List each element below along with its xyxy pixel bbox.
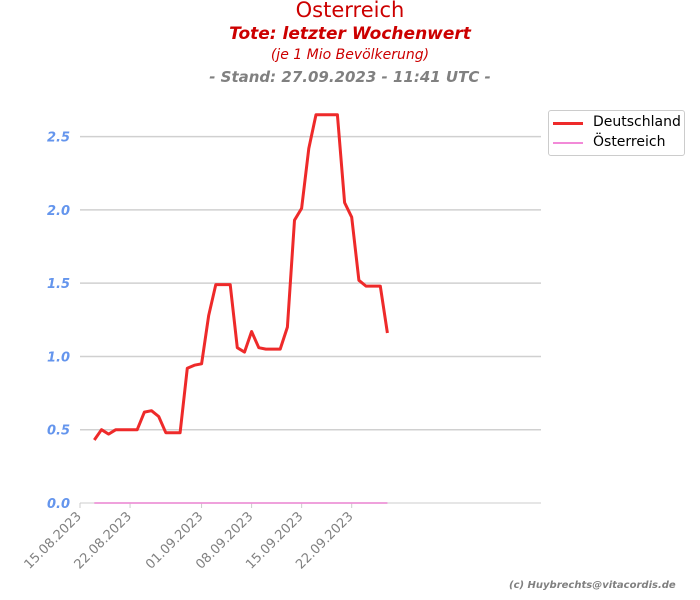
chart-subtitle-2: (je 1 Mio Bevölkerung) [270,47,430,63]
y-tick-label-4: 2.0 [47,204,70,219]
legend-label-deutschland: Deutschland [593,114,681,130]
legend-swatch-oesterreich [553,142,583,144]
credit-text: (c) Huybrechts@vitacordis.de [509,580,676,591]
y-tick-label-5: 2.5 [47,131,70,146]
y-tick-label-2: 1.0 [47,350,70,365]
legend-swatch-deutschland [553,122,583,125]
y-tick-label-3: 1.5 [47,277,70,292]
y-tick-label-0: 0.0 [47,497,70,512]
legend-label-oesterreich: Österreich [593,134,666,150]
chart-subtitle: Tote: letzter Wochenwert [229,24,471,44]
series-line-deutschland [93,113,389,441]
chart-timestamp: - Stand: 27.09.2023 - 11:41 UTC - [209,68,491,86]
y-tick-label-1: 0.5 [47,424,70,439]
legend: Deutschland Österreich [548,110,685,156]
legend-item-oesterreich: Österreich [549,133,684,153]
chart-title: Österreich [295,0,405,22]
legend-item-deutschland: Deutschland [549,113,684,133]
